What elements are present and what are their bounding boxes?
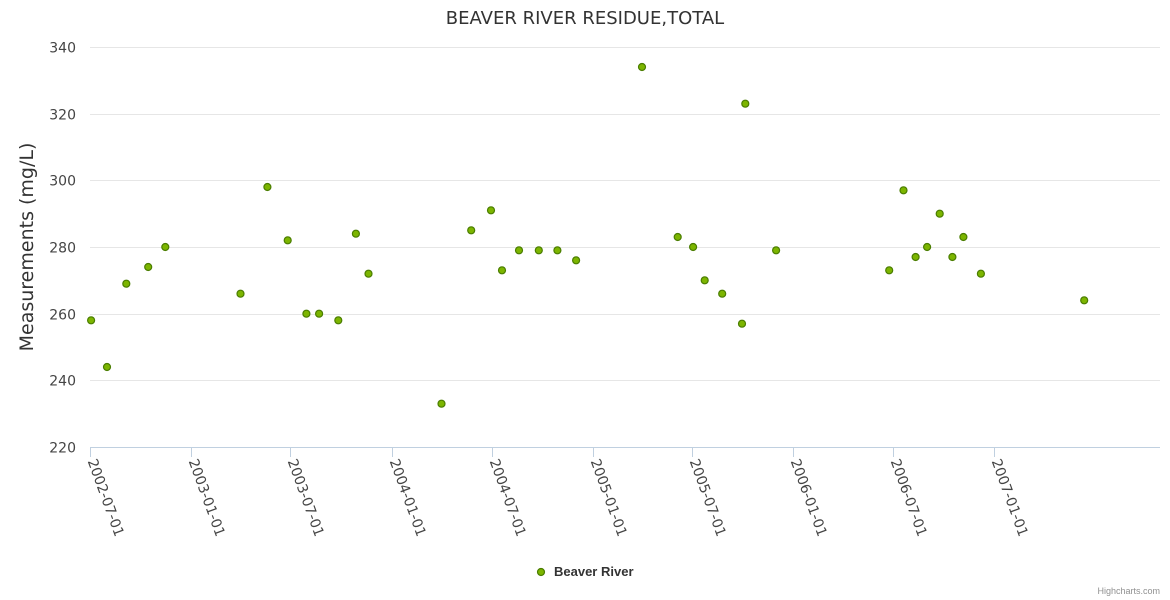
data-point[interactable]	[976, 269, 986, 278]
legend-item-beaver-river[interactable]: Beaver River	[554, 564, 634, 579]
data-point[interactable]	[514, 246, 524, 255]
x-tick-label: 2007-01-01	[988, 457, 1031, 539]
data-point[interactable]	[364, 269, 373, 278]
x-tick-label: 2004-01-01	[386, 457, 429, 539]
data-point[interactable]	[236, 289, 245, 298]
data-points	[86, 62, 1089, 408]
data-point[interactable]	[486, 206, 496, 215]
legend[interactable]: Beaver River	[536, 564, 634, 579]
data-point[interactable]	[700, 276, 709, 285]
data-point[interactable]	[959, 232, 968, 242]
x-axis: 2002-07-01 2003-01-01 2003-07-01 2004-01-01…	[84, 447, 1160, 539]
y-tick-label: 320	[49, 108, 76, 124]
data-point[interactable]	[302, 309, 311, 318]
data-point[interactable]	[553, 246, 562, 255]
y-tick-label: 340	[49, 41, 76, 57]
data-point[interactable]	[102, 362, 112, 372]
x-tick-label: 2003-07-01	[284, 457, 327, 539]
data-point[interactable]	[437, 399, 446, 408]
credits-link[interactable]: Highcharts.com	[1097, 586, 1160, 596]
y-tick-label: 280	[49, 241, 76, 257]
x-tick-label: 2006-07-01	[887, 457, 930, 539]
y-axis-ticks: 220 240 260 280 300 320 340	[49, 41, 76, 457]
data-point[interactable]	[334, 316, 343, 325]
data-point[interactable]	[935, 209, 944, 218]
data-point[interactable]	[497, 266, 507, 275]
gridlines	[90, 47, 1160, 381]
data-point[interactable]	[86, 316, 96, 325]
chart-title: BEAVER RIVER RESIDUE,TOTAL	[446, 8, 724, 29]
x-tick-label: 2002-07-01	[84, 457, 127, 539]
x-tick-label: 2004-07-01	[486, 457, 529, 539]
data-point[interactable]	[144, 262, 153, 272]
data-point[interactable]	[771, 246, 781, 255]
y-tick-label: 240	[49, 374, 76, 390]
data-point[interactable]	[283, 236, 292, 245]
data-point[interactable]	[922, 242, 932, 252]
data-point[interactable]	[263, 182, 272, 192]
data-point[interactable]	[688, 242, 698, 252]
x-tick-label: 2005-07-01	[686, 457, 729, 539]
data-point[interactable]	[315, 309, 324, 318]
x-tick-label: 2006-01-01	[787, 457, 830, 539]
data-point[interactable]	[948, 252, 957, 262]
data-point[interactable]	[673, 232, 682, 242]
data-point[interactable]	[1080, 296, 1089, 305]
data-point[interactable]	[161, 242, 170, 252]
data-point[interactable]	[899, 186, 908, 195]
data-point[interactable]	[467, 226, 476, 235]
x-tick-label: 2003-01-01	[185, 457, 228, 539]
data-point[interactable]	[637, 62, 647, 72]
data-point[interactable]	[718, 289, 727, 298]
y-tick-label: 300	[49, 174, 76, 190]
data-point[interactable]	[534, 246, 543, 255]
x-tick-label: 2005-01-01	[587, 457, 630, 539]
data-point[interactable]	[741, 99, 750, 108]
data-point[interactable]	[737, 319, 747, 328]
data-point[interactable]	[122, 279, 131, 288]
y-tick-label: 220	[49, 441, 76, 457]
y-tick-label: 260	[49, 308, 76, 324]
y-axis-label: Measurements (mg/L)	[16, 143, 38, 352]
data-point[interactable]	[911, 252, 920, 262]
legend-marker-icon	[536, 567, 546, 577]
data-point[interactable]	[571, 256, 581, 265]
data-point[interactable]	[885, 266, 894, 275]
data-point[interactable]	[351, 229, 360, 238]
